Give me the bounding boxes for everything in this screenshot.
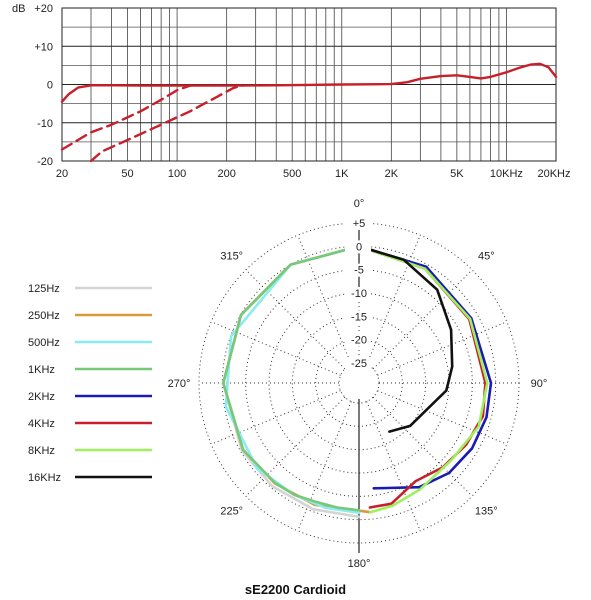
polar-spoke (372, 269, 473, 370)
legend-label: 1KHz (28, 364, 55, 376)
polar-radial-label-bg (345, 263, 371, 277)
frequency-x-tick-label: 5K (450, 168, 464, 180)
polar-radial-label: -10 (351, 288, 367, 300)
polar-pattern-line-2khz (357, 245, 493, 490)
polar-radial-label: -20 (351, 335, 367, 347)
polar-legend: 125Hz 250Hz 500Hz 1KHz 2KHz 4KHz 8KHz 16KHz (28, 283, 152, 484)
frequency-y-tick-label: +20 (34, 3, 53, 15)
polar-pattern-line-1khz (222, 245, 361, 512)
polar-ring (315, 339, 403, 427)
polar-spoke (366, 401, 421, 532)
frequency-response-line (60, 62, 558, 103)
frequency-x-tick-label: 2K (385, 168, 399, 180)
frequency-plot-frame (61, 7, 557, 162)
polar-ring (198, 222, 520, 544)
frequency-x-tick-label: 50 (121, 168, 133, 180)
polar-pattern-line-4khz (357, 245, 487, 509)
legend-label: 4KHz (28, 418, 55, 430)
frequency-x-tick-label: 20 (56, 168, 68, 180)
polar-angle-label: 180° (348, 558, 371, 570)
frequency-axis-labels: +20 +10 0 -10 -20 dB 20 50 100 200 500 1K 2K 5K 10KHz 2… (12, 3, 571, 180)
polar-axis-labels: +5 0 -5 -10 -15 -20 -25 0° 45° 90° 135° 180° 225° 270… (168, 198, 548, 570)
frequency-response-chart: +20 +10 0 -10 -20 dB 20 50 100 200 500 1K 2K 5K 10KHz 2… (12, 3, 571, 180)
polar-pattern-line-500hz (224, 245, 361, 514)
polar-pattern-line-8khz (357, 245, 489, 514)
polar-angle-label: 90° (531, 378, 548, 390)
legend-label: 250Hz (28, 310, 60, 322)
frequency-y-tick-label: +10 (34, 41, 53, 53)
polar-spoke (372, 396, 473, 497)
frequency-y-unit-label: dB (12, 3, 25, 15)
polar-angle-label: 225° (220, 505, 243, 517)
frequency-y-tick-label: -20 (37, 156, 53, 168)
polar-spoke (210, 321, 341, 376)
polar-radial-label-bg (345, 357, 371, 370)
frequency-rolloff-dashed-line (60, 84, 192, 151)
legend-label: 16KHz (28, 472, 61, 484)
polar-angle-label: 270° (168, 378, 191, 390)
polar-spoke (210, 390, 341, 445)
chart-caption: sE2200 Cardioid (244, 582, 347, 597)
polar-pattern-line-125hz (222, 245, 361, 519)
polar-pattern-chart: +5 0 -5 -10 -15 -20 -25 0° 45° 90° 135° 180° 225° 270… (28, 198, 548, 570)
polar-spoke (297, 234, 352, 365)
polar-radial-label-bg (345, 310, 371, 324)
frequency-y-tick-label: -10 (37, 118, 53, 130)
polar-radial-label-bg (345, 240, 371, 254)
polar-radial-label: 0 (356, 241, 362, 253)
legend-label: 500Hz (28, 337, 60, 349)
polar-spoke (377, 390, 508, 445)
polar-radial-label-bg (345, 333, 371, 347)
polar-radial-label-bg (345, 217, 371, 230)
legend-label: 8KHz (28, 445, 55, 457)
polar-spoke (297, 401, 352, 532)
frequency-response-lines (60, 62, 558, 163)
legend-label: 2KHz (28, 391, 55, 403)
frequency-rolloff-dashed-line (89, 84, 244, 163)
polar-pattern-line-16khz (357, 245, 454, 433)
polar-grid (198, 222, 520, 553)
polar-angle-label: 0° (354, 198, 365, 210)
frequency-x-tick-label: 20KHz (537, 168, 570, 180)
polar-radial-label-bg (345, 287, 371, 300)
polar-spoke (245, 396, 346, 497)
polar-spoke (245, 269, 346, 370)
frequency-x-tick-label: 10KHz (490, 168, 523, 180)
polar-angle-label: 315° (220, 251, 243, 263)
polar-ring (245, 269, 473, 497)
polar-radial-label: -15 (351, 311, 367, 323)
frequency-x-tick-label: 200 (217, 168, 235, 180)
frequency-x-tick-label: 100 (168, 168, 186, 180)
frequency-x-tick-label: 1K (335, 168, 349, 180)
polar-radial-label: -25 (351, 358, 367, 370)
polar-radial-label: +5 (353, 218, 366, 230)
polar-radial-label: -5 (354, 265, 364, 277)
frequency-x-tick-label: 500 (283, 168, 301, 180)
polar-pattern-lines (222, 245, 493, 519)
polar-spoke (377, 321, 508, 376)
polar-angle-label: 45° (478, 251, 495, 263)
frequency-y-tick-label: 0 (47, 80, 53, 92)
polar-spoke (366, 234, 421, 365)
legend-label: 125Hz (28, 283, 60, 295)
polar-angle-label: 135° (475, 505, 498, 517)
